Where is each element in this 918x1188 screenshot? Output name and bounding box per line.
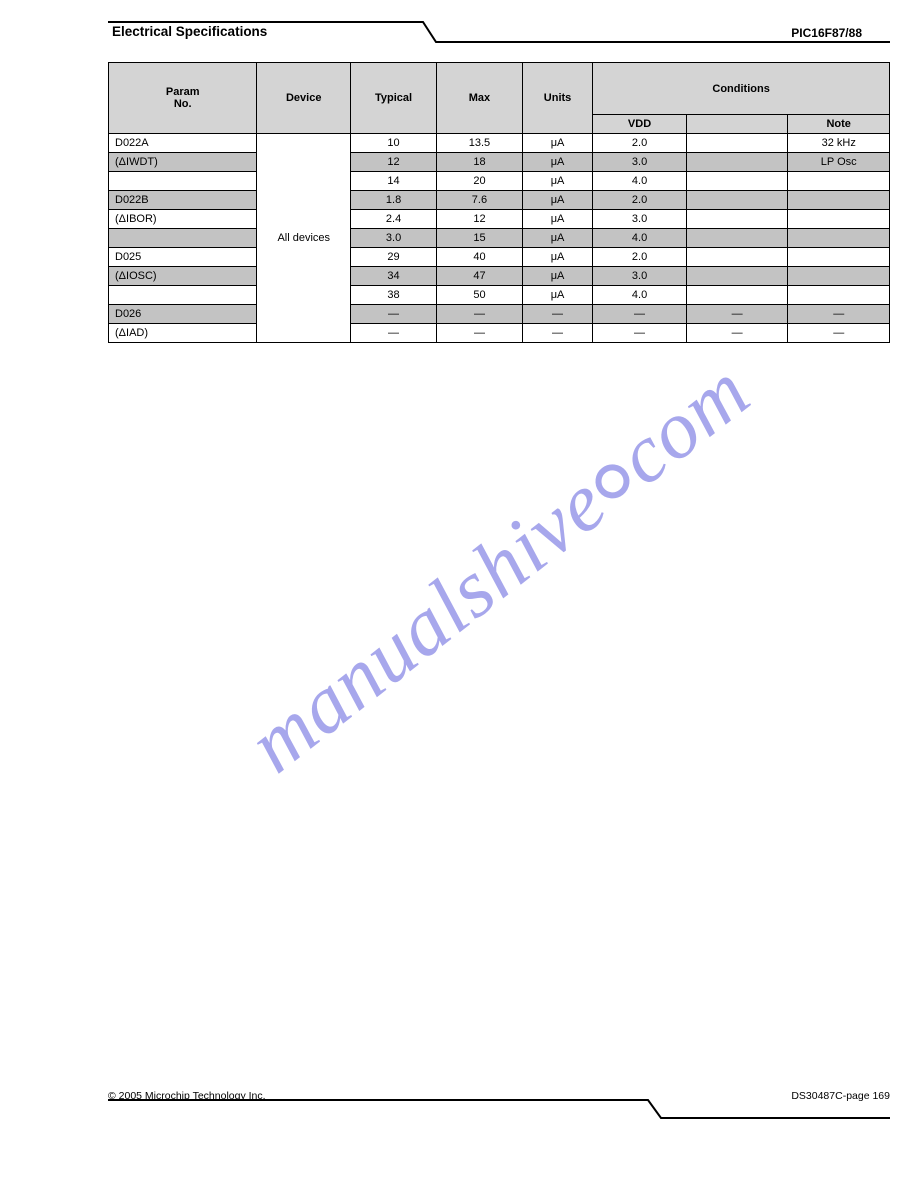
table-cell: 2.0 [593,248,687,267]
table-cell: D022B [109,191,257,210]
table-cell: 4.0 [593,229,687,248]
table-cell [788,248,890,267]
watermark-dot-icon [589,457,637,505]
col-header: Typical [351,63,437,134]
table-cell [686,229,788,248]
table-cell: μA [522,191,592,210]
table-cell [788,267,890,286]
table-cell: — [686,324,788,343]
col-header-conditions: Conditions [593,63,890,115]
table-cell: D022A [109,134,257,153]
table-cell [788,286,890,305]
table-cell: 3.0 [351,229,437,248]
table-cell: μA [522,153,592,172]
table-cell: (ΔIWDT) [109,153,257,172]
table-cell: 12 [351,153,437,172]
table-cell: — [593,324,687,343]
col-subheader: Note [788,115,890,134]
table-cell: μA [522,210,592,229]
table-cell [686,172,788,191]
spec-table: Param No.DeviceTypicalMaxUnitsConditions… [108,62,890,343]
col-header: Units [522,63,592,134]
table-cell: 2.0 [593,134,687,153]
device-tab: PIC16F87/88 [791,26,862,40]
table-cell [686,267,788,286]
table-cell: — [522,324,592,343]
table-cell: — [686,305,788,324]
col-subheader [686,115,788,134]
table-cell: D025 [109,248,257,267]
col-subheader: VDD [593,115,687,134]
table-cell [686,248,788,267]
table-cell: 13.5 [437,134,523,153]
col-header: Max [437,63,523,134]
table-cell: 3.0 [593,153,687,172]
table-cell: μA [522,286,592,305]
table-cell: — [593,305,687,324]
spec-table-wrap: Param No.DeviceTypicalMaxUnitsConditions… [108,62,890,343]
page-frame: Electrical Specifications PIC16F87/88 Pa… [108,20,890,1130]
table-cell: 3.0 [593,210,687,229]
table-cell: (ΔIAD) [109,324,257,343]
table-cell: 32 kHz [788,134,890,153]
table-cell: LP Osc [788,153,890,172]
table-cell [788,229,890,248]
table-cell: 20 [437,172,523,191]
table-cell [109,286,257,305]
table-cell: — [522,305,592,324]
table-cell [686,191,788,210]
table-cell: — [351,324,437,343]
table-cell: 50 [437,286,523,305]
table-cell: 3.0 [593,267,687,286]
table-cell: 47 [437,267,523,286]
table-cell: — [351,305,437,324]
table-cell [788,210,890,229]
col-header: Device [257,63,351,134]
table-cell: 7.6 [437,191,523,210]
table-cell: 15 [437,229,523,248]
table-cell: 4.0 [593,172,687,191]
table-cell: 1.8 [351,191,437,210]
table-cell: 14 [351,172,437,191]
table-cell: 12 [437,210,523,229]
table-cell [109,229,257,248]
section-header: Electrical Specifications [112,24,267,39]
table-cell: 4.0 [593,286,687,305]
table-cell: 2.0 [593,191,687,210]
table-cell: 38 [351,286,437,305]
table-cell: (ΔIBOR) [109,210,257,229]
table-cell [686,210,788,229]
table-cell: μA [522,267,592,286]
bottom-rule [108,1094,890,1122]
table-cell: — [788,305,890,324]
table-cell: (ΔIOSC) [109,267,257,286]
table-cell: 34 [351,267,437,286]
table-cell [788,172,890,191]
table-cell [788,191,890,210]
table-cell: 40 [437,248,523,267]
table-cell [686,134,788,153]
table-cell: μA [522,248,592,267]
table-cell: 18 [437,153,523,172]
table-cell: 10 [351,134,437,153]
table-cell: μA [522,229,592,248]
table-cell: — [788,324,890,343]
table-cell: — [437,305,523,324]
table-cell: 29 [351,248,437,267]
table-cell: μA [522,134,592,153]
table-cell [686,153,788,172]
table-cell: 2.4 [351,210,437,229]
col-header: Param No. [109,63,257,134]
table-cell: μA [522,172,592,191]
table-cell: — [437,324,523,343]
table-cell [109,172,257,191]
table-cell [686,286,788,305]
watermark: manualshive.com manualshivecom [231,344,767,792]
device-cell: All devices [257,134,351,343]
table-cell: D026 [109,305,257,324]
